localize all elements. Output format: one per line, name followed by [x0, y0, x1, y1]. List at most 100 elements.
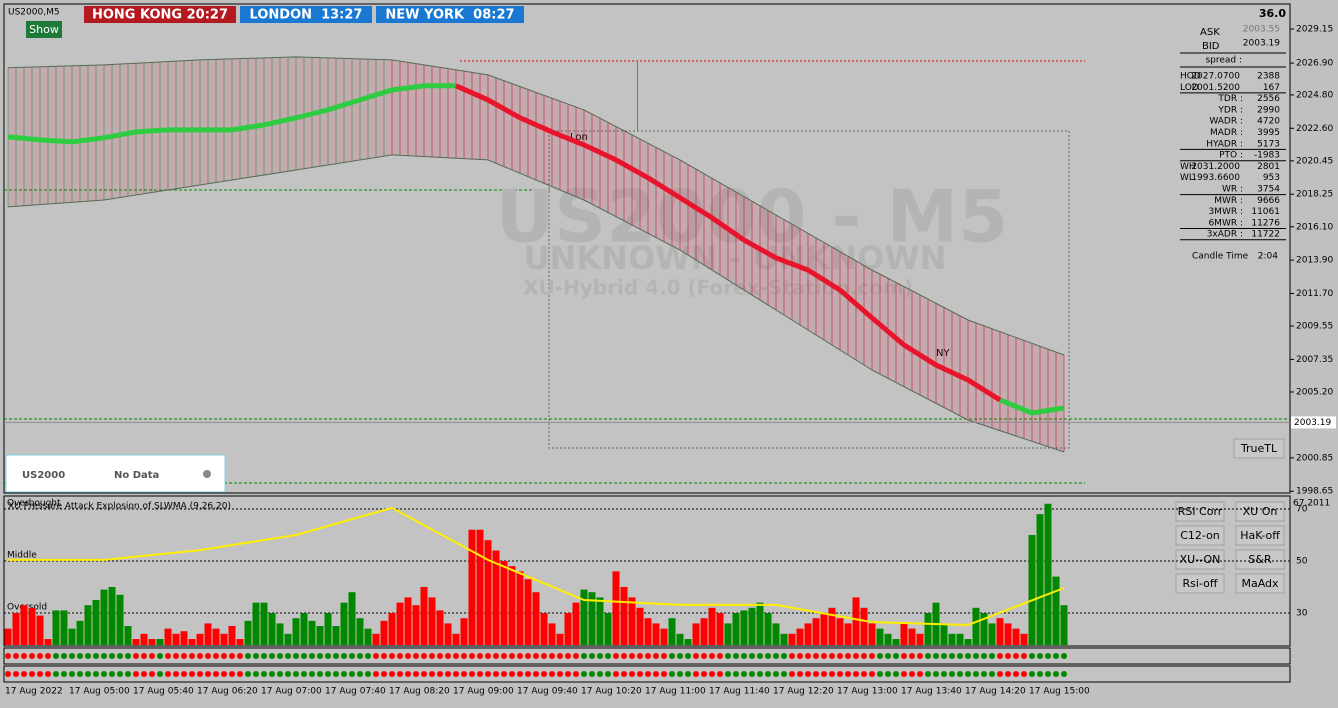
indicator-button[interactable]: HaK-off	[1235, 525, 1285, 546]
indicator-button-label[interactable]: XU On	[1243, 505, 1278, 518]
state-dot	[749, 671, 755, 677]
truetl-button-bg[interactable]	[1233, 438, 1285, 459]
info-name: TDR :	[1217, 94, 1243, 104]
session-clock: LONDON 13:27	[250, 8, 363, 23]
state-dot	[53, 671, 59, 677]
info-value: 11276	[1251, 218, 1280, 228]
histogram-bar	[636, 607, 644, 645]
state-dot	[285, 653, 291, 659]
indicator-button-label[interactable]: XU--ON	[1180, 553, 1221, 566]
indicator-button-label[interactable]: Rsi-off	[1183, 577, 1218, 590]
x-tick-label: 17 Aug 07:40	[325, 687, 386, 697]
info-price: 2031.2000	[1191, 162, 1240, 172]
indicator-button-label[interactable]: MaAdx	[1241, 577, 1279, 590]
indicator-button-label[interactable]: RSI Corr	[1178, 505, 1223, 518]
indicator-button-label[interactable]: HaK-off	[1240, 529, 1280, 542]
indicator-button[interactable]: XU On	[1235, 501, 1285, 522]
indicator-button[interactable]: RSI Corr	[1175, 501, 1225, 522]
state-dot	[69, 671, 75, 677]
state-dot	[221, 653, 227, 659]
session-clock: HONG KONG 20:27	[92, 8, 228, 23]
state-dot	[21, 653, 27, 659]
truetl-button-label[interactable]: TrueTL	[1240, 442, 1278, 455]
state-dot	[605, 671, 611, 677]
state-dot	[429, 671, 435, 677]
state-dot	[621, 671, 627, 677]
indicator-button[interactable]: Rsi-off	[1175, 573, 1225, 594]
indicator-button-bg[interactable]	[1235, 573, 1285, 594]
histogram-bar	[260, 602, 268, 645]
indicator-button[interactable]: XU--ON	[1175, 549, 1225, 570]
indicator-button[interactable]: C12-on	[1175, 525, 1225, 546]
histogram-bar	[532, 592, 540, 645]
histogram-bar	[1012, 628, 1020, 645]
state-dot	[469, 653, 475, 659]
histogram-bar	[1044, 503, 1052, 645]
indicator-button-bg[interactable]	[1235, 501, 1285, 522]
info-value: 2388	[1257, 72, 1280, 82]
indicator-button[interactable]: MaAdx	[1235, 573, 1285, 594]
indicator-button-bg[interactable]	[1235, 525, 1285, 546]
show-button-bg[interactable]	[26, 21, 62, 38]
state-dot	[757, 653, 763, 659]
state-dot	[677, 671, 683, 677]
state-dot	[77, 671, 83, 677]
state-dot	[501, 653, 507, 659]
state-dot	[973, 671, 979, 677]
state-dot	[653, 671, 659, 677]
state-dot	[213, 653, 219, 659]
histogram-bar	[188, 639, 196, 645]
truetl-button[interactable]: TrueTL	[1233, 438, 1285, 459]
x-tick-label: 17 Aug 14:20	[965, 687, 1026, 697]
state-dot	[301, 653, 307, 659]
state-dot	[573, 671, 579, 677]
state-dot	[725, 653, 731, 659]
histogram-bar	[460, 618, 468, 645]
state-dot	[493, 653, 499, 659]
info-value: 5173	[1257, 139, 1280, 149]
y-tick-label: 2000.85	[1296, 453, 1333, 463]
indicator-button-bg[interactable]	[1175, 573, 1225, 594]
show-button-label[interactable]: Show	[29, 23, 59, 36]
state-dot	[357, 671, 363, 677]
current-price-label: 2003.19	[1294, 418, 1331, 428]
indicator-button-label[interactable]: C12-on	[1180, 529, 1220, 542]
state-dot	[53, 653, 59, 659]
histogram-bar	[996, 618, 1004, 645]
histogram-bar	[1052, 576, 1060, 645]
y-tick-label: 70	[1296, 504, 1308, 514]
x-tick-label: 17 Aug 05:40	[133, 687, 194, 697]
indicator-button[interactable]: S&R	[1235, 549, 1285, 570]
state-dot	[85, 653, 91, 659]
price-pane	[3, 3, 1291, 494]
state-dot	[893, 653, 899, 659]
info-value: 2556	[1257, 94, 1280, 104]
indicator-button-bg[interactable]	[1175, 549, 1225, 570]
histogram-bar	[124, 626, 132, 645]
indicator-button-bg[interactable]	[1175, 525, 1225, 546]
indicator-button-bg[interactable]	[1175, 501, 1225, 522]
state-dot	[1029, 671, 1035, 677]
state-dot	[357, 653, 363, 659]
state-dot	[373, 653, 379, 659]
state-dot	[917, 671, 923, 677]
y-tick-label: 2013.90	[1296, 256, 1333, 266]
histogram-bar	[964, 639, 972, 645]
state-dot	[853, 653, 859, 659]
indicator-button-label[interactable]: S&R	[1248, 553, 1272, 566]
show-button[interactable]: Show	[26, 21, 62, 38]
state-dot	[5, 671, 11, 677]
session-clock-bg	[376, 6, 524, 23]
state-dot	[565, 671, 571, 677]
info-name: 6MWR :	[1208, 218, 1243, 228]
histogram-bar	[156, 639, 164, 645]
state-dot	[365, 671, 371, 677]
indicator-button-bg[interactable]	[1235, 549, 1285, 570]
state-dot	[157, 671, 163, 677]
status-panel	[5, 454, 226, 493]
state-dot	[229, 671, 235, 677]
state-dot	[693, 653, 699, 659]
state-dot	[381, 671, 387, 677]
histogram-bar	[548, 623, 556, 645]
